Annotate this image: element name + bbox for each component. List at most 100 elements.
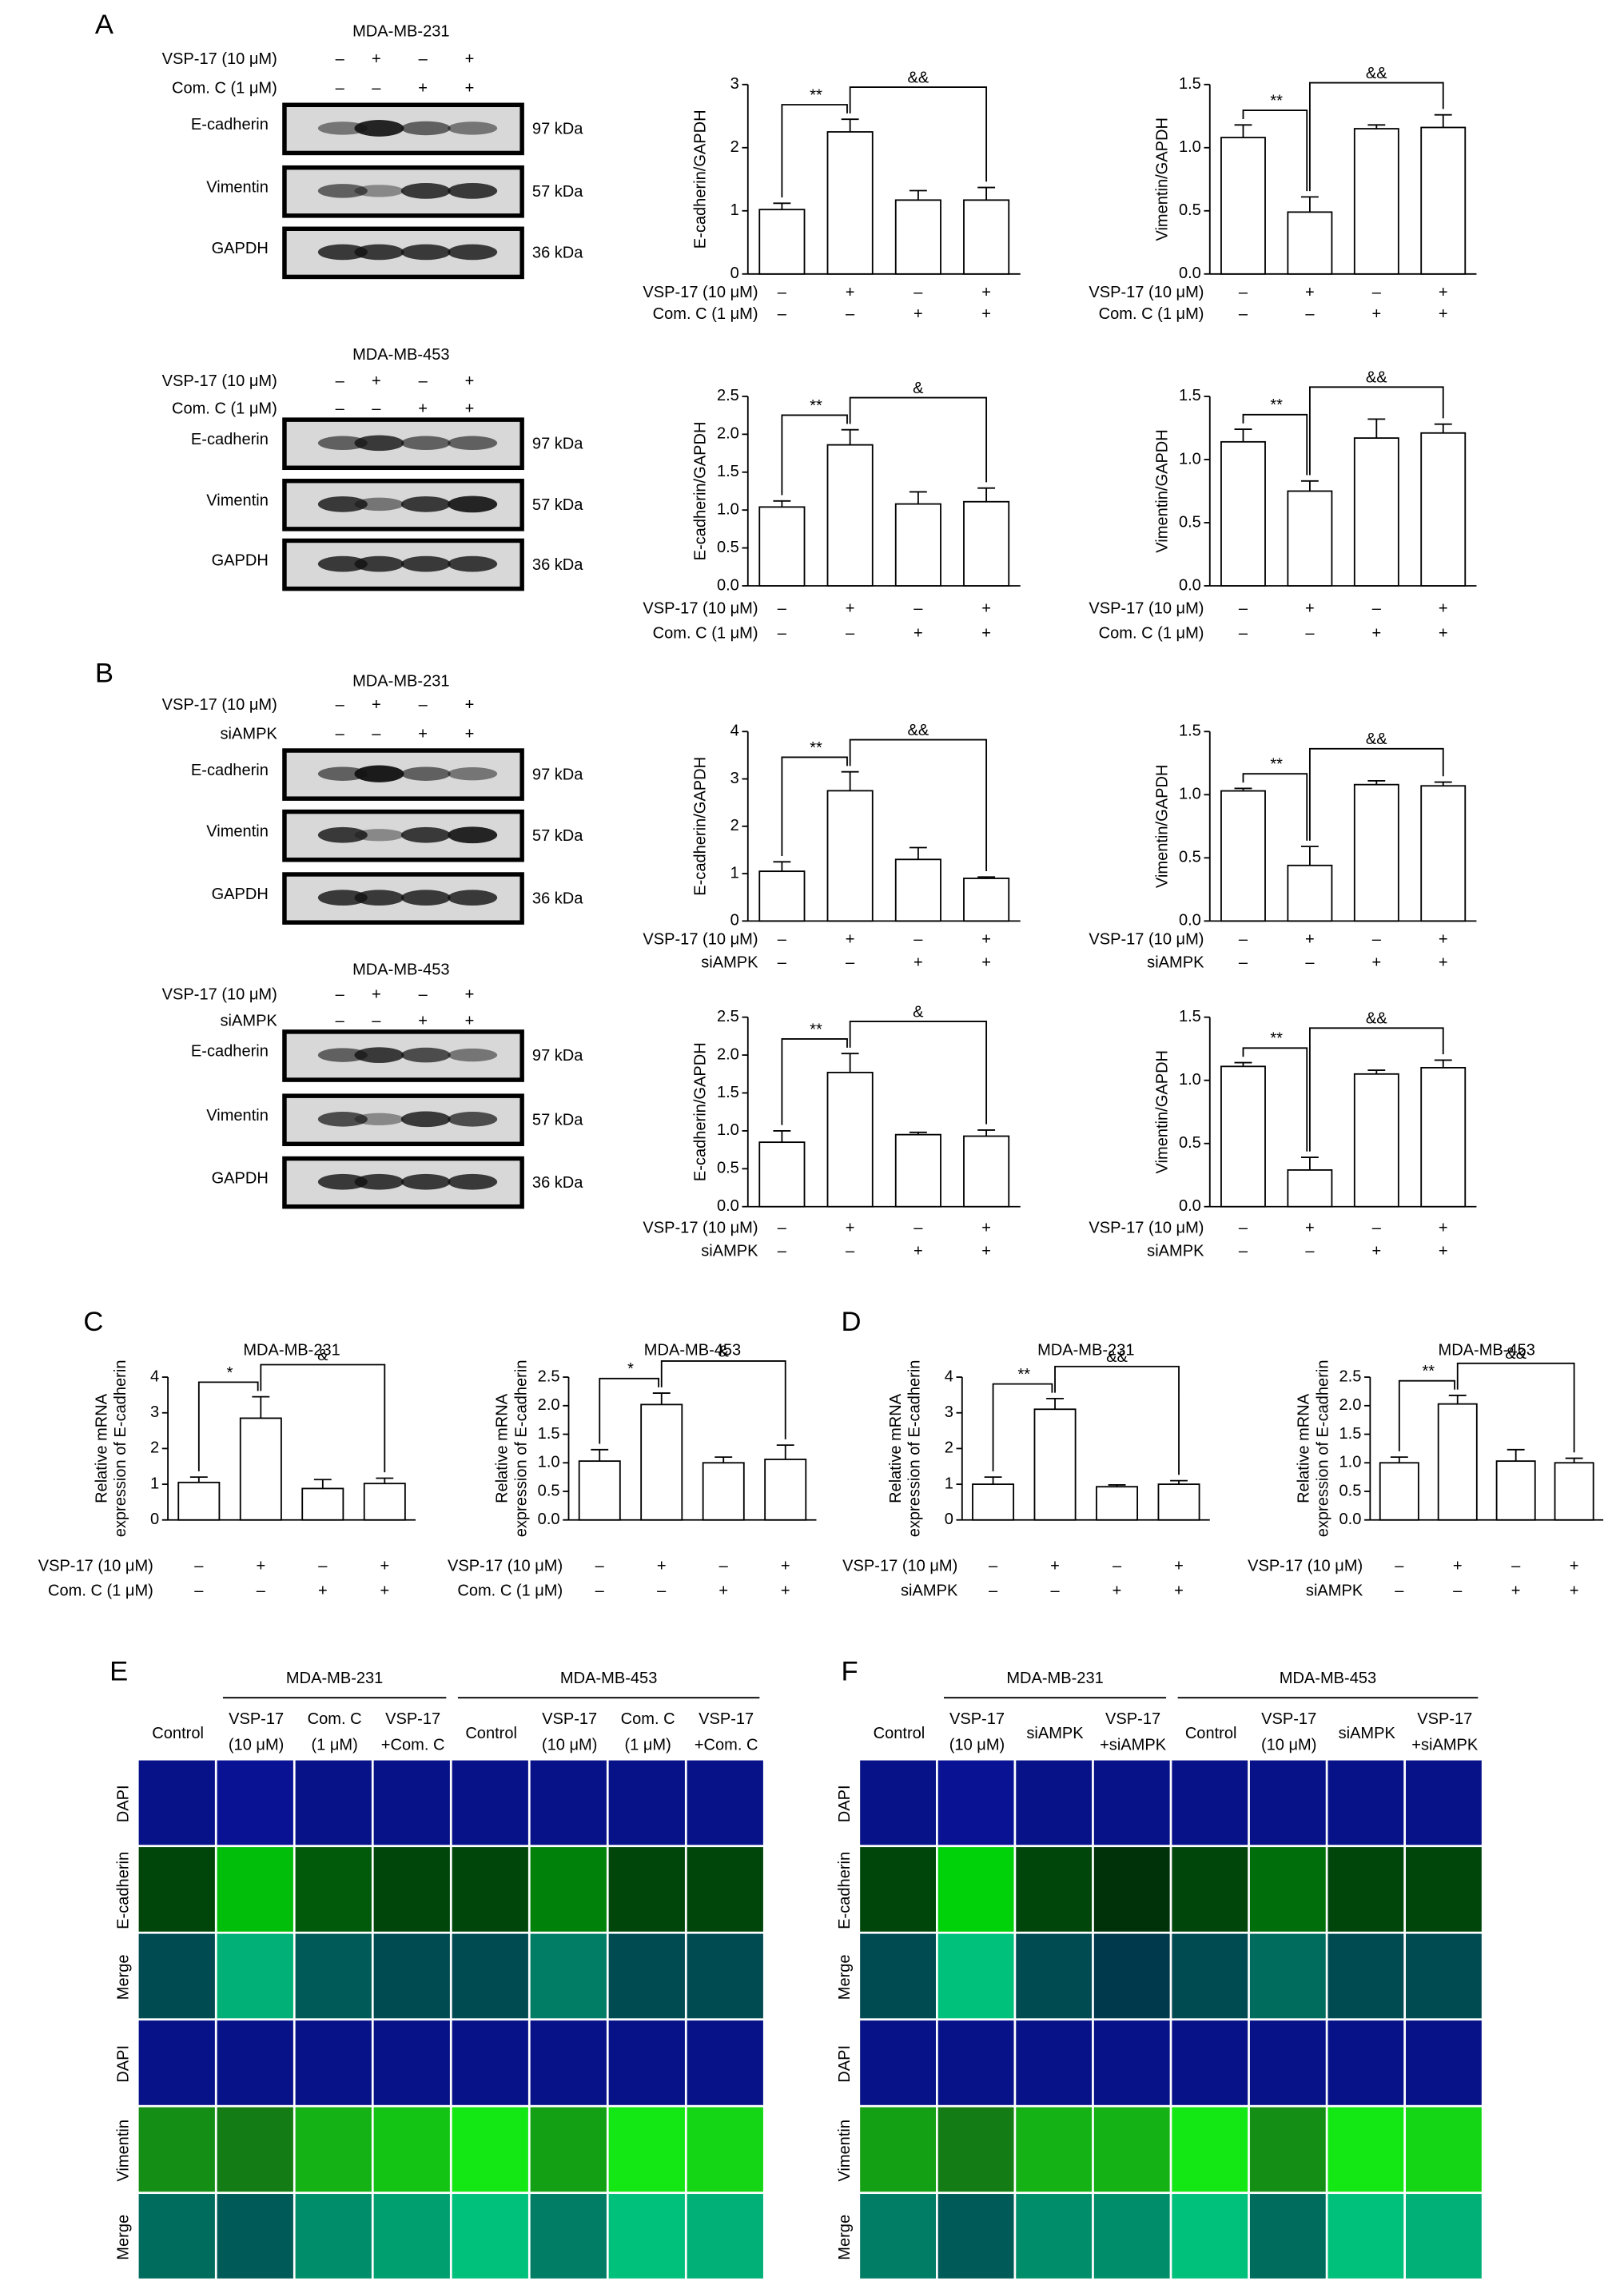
micrograph [1249,1933,1326,2019]
micrograph [1327,2107,1404,2192]
treatment-label: VSP-17 (10 μM) [1089,930,1204,948]
bar [758,870,806,922]
treatment-sign: – [336,986,345,1004]
micrograph [452,1847,528,1932]
size-label: 57 kDa [532,496,583,514]
y-axis-label: expression of E-cadherin [112,1360,129,1538]
significance-label: ** [1270,396,1283,414]
significance-bracket [260,1363,386,1473]
y-tick-label: 2.0 [717,1045,739,1063]
y-axis-label: E-cadherin/GAPDH [692,1042,710,1181]
treatment-sign: – [778,305,787,323]
bar [1287,211,1333,275]
bar [764,1459,807,1521]
micrograph [1249,2020,1326,2105]
column-label: Control [465,1725,517,1742]
y-tick-label: 1.0 [717,500,739,518]
treatment-sign: – [1305,1243,1315,1260]
micrograph [937,1933,1014,2019]
treatment-sign: + [1439,1219,1448,1236]
bar [894,858,941,922]
treatment-label: Com. C (1 μM) [457,1582,563,1599]
micrograph [1093,1933,1170,2019]
y-tick-label: 0 [150,1511,159,1528]
significance-label: * [227,1364,233,1382]
bar [239,1417,282,1521]
micrograph [452,2020,528,2105]
micrograph [295,1847,372,1932]
treatment-sign: + [1371,624,1381,642]
protein-label: E-cadherin [191,762,269,779]
treatment-label: siAMPK [701,1243,758,1260]
bar [963,500,1010,587]
significance-label: && [1366,730,1387,748]
micrograph [1406,2194,1482,2279]
significance-bracket [1308,82,1444,192]
blot-band [400,183,451,199]
bar [1033,1408,1077,1521]
bar [1287,864,1333,922]
blot-band [354,435,404,452]
treatment-sign: + [981,305,991,323]
blot-cell-line: MDA-MB-453 [352,346,449,364]
treatment-sign: + [981,624,991,642]
treatment-sign: – [336,696,345,714]
column-label: VSP-17 [385,1710,440,1728]
blot-band [448,436,498,451]
bar [1287,1168,1333,1208]
bar [826,790,874,922]
y-tick-label: 1.0 [538,1454,560,1471]
micrograph [217,1933,293,2019]
treatment-label: siAMPK [1147,954,1204,972]
y-tick-label: 0.5 [717,539,739,556]
treatment-sign: – [1239,305,1248,323]
panel-label: C [83,1307,103,1337]
significance-bracket [1308,1027,1444,1152]
micrograph [608,2020,685,2105]
column-label: Control [152,1725,204,1742]
bar [1353,1073,1399,1208]
blot-band [317,555,368,572]
micrograph [687,1933,763,2019]
y-tick-label: 1.5 [1179,1008,1201,1025]
blot-band [317,1112,368,1127]
treatment-sign: + [372,986,381,1004]
blot-band [354,497,404,512]
treatment-sign: + [256,1557,265,1574]
blot-band [317,496,368,512]
micrograph [373,1760,450,1845]
significance-label: ** [810,739,822,757]
y-tick-label: 0.5 [717,1160,739,1177]
micrograph [1016,1760,1093,1845]
treatment-sign: – [1239,1243,1248,1260]
micrograph [1093,2194,1170,2279]
y-tick-label: 1.0 [1179,450,1201,468]
treatment-label: Com. C (1 μM) [1099,624,1204,642]
blot-band [354,555,404,572]
y-tick-label: 0.5 [1179,849,1201,866]
bar [1420,432,1467,587]
treatment-sign: + [914,1243,923,1260]
treatment-sign: – [336,50,345,68]
treatment-sign: – [846,624,855,642]
blot-band [400,1047,451,1063]
micrograph [138,2107,215,2192]
treatment-sign: + [657,1557,667,1574]
y-tick-label: 1.0 [1339,1454,1362,1471]
blot-band [354,890,404,906]
blot-band [448,1112,498,1127]
size-label: 97 kDa [532,121,583,138]
column-label: VSP-17 [1417,1710,1472,1728]
treatment-sign: + [380,1557,389,1574]
treatment-sign: – [778,1243,787,1260]
micrograph [295,2020,372,2105]
y-tick-label: 1 [945,1475,953,1492]
y-tick-label: 3 [150,1403,159,1421]
chart-title: MDA-MB-231 [243,1342,340,1359]
panel-label: F [841,1656,858,1686]
treatment-sign: – [1453,1582,1463,1599]
micrograph [138,1847,215,1932]
column-label: VSP-17 [949,1710,1005,1728]
blot-cell-line: MDA-MB-231 [352,22,449,40]
treatment-sign: + [781,1557,790,1574]
